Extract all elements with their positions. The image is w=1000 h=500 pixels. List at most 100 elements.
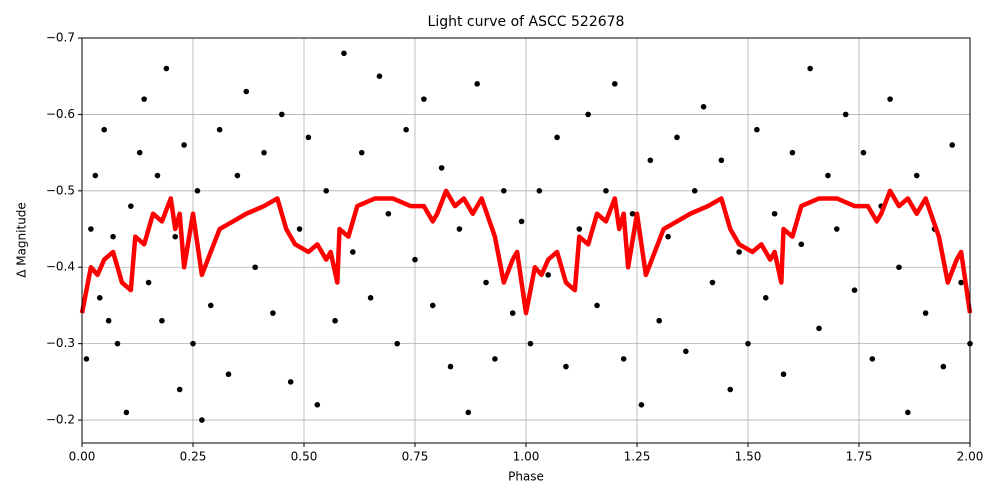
data-point bbox=[83, 356, 90, 362]
data-point bbox=[483, 279, 489, 286]
data-point bbox=[243, 88, 250, 95]
data-point bbox=[190, 340, 196, 347]
data-point bbox=[207, 302, 214, 309]
data-point bbox=[576, 226, 583, 232]
data-point bbox=[509, 310, 516, 316]
data-point bbox=[629, 210, 636, 217]
data-point bbox=[88, 226, 94, 232]
data-point bbox=[860, 149, 867, 156]
data-point bbox=[176, 386, 183, 393]
data-point bbox=[958, 279, 964, 286]
data-point bbox=[683, 348, 689, 355]
data-point bbox=[527, 340, 534, 347]
data-point bbox=[612, 81, 618, 87]
data-point bbox=[181, 142, 187, 148]
data-point bbox=[128, 203, 134, 209]
data-point bbox=[638, 401, 645, 408]
x-axis-label: Phase bbox=[508, 470, 544, 484]
data-point bbox=[647, 157, 654, 164]
data-point bbox=[96, 295, 103, 301]
data-point bbox=[700, 103, 707, 110]
x-tick-label: 1.00 bbox=[513, 450, 540, 464]
data-point bbox=[136, 149, 143, 156]
data-point bbox=[163, 65, 170, 72]
data-point bbox=[834, 226, 840, 232]
data-point bbox=[718, 157, 725, 164]
data-point bbox=[745, 340, 751, 347]
x-tick-label: 1.50 bbox=[735, 450, 762, 464]
trend-line bbox=[79, 188, 973, 316]
data-point bbox=[261, 149, 267, 156]
data-point bbox=[674, 134, 680, 141]
data-point bbox=[438, 165, 445, 171]
data-point bbox=[199, 417, 205, 423]
data-point bbox=[545, 272, 551, 278]
data-point bbox=[665, 233, 671, 240]
data-point bbox=[807, 65, 813, 72]
data-point bbox=[341, 50, 347, 57]
data-point bbox=[323, 188, 330, 194]
data-point bbox=[225, 371, 232, 378]
data-point bbox=[887, 96, 893, 102]
data-point bbox=[234, 172, 241, 179]
data-point bbox=[585, 111, 591, 118]
data-point bbox=[905, 409, 911, 416]
y-axis-label: Δ Magnitude bbox=[15, 202, 29, 278]
data-point bbox=[922, 310, 929, 316]
data-point bbox=[270, 310, 276, 316]
data-point bbox=[603, 188, 609, 194]
data-point bbox=[296, 226, 303, 232]
y-tick-label: −0.4 bbox=[46, 260, 75, 274]
data-point bbox=[279, 111, 285, 118]
y-tick-label: −0.2 bbox=[46, 413, 75, 427]
data-point bbox=[350, 249, 356, 255]
y-tick-label: −0.5 bbox=[46, 183, 75, 197]
data-point bbox=[691, 188, 698, 194]
data-point bbox=[110, 233, 116, 240]
data-point bbox=[949, 142, 956, 148]
data-point bbox=[358, 149, 365, 156]
data-point bbox=[851, 287, 858, 293]
y-tick-label: −0.3 bbox=[46, 336, 75, 350]
data-point bbox=[656, 317, 662, 324]
data-point bbox=[403, 126, 409, 133]
data-point bbox=[429, 302, 436, 309]
x-tick-label: 1.75 bbox=[846, 450, 873, 464]
data-point bbox=[101, 126, 107, 133]
data-point bbox=[92, 172, 99, 179]
data-point bbox=[376, 73, 383, 80]
x-tick-label: 0.25 bbox=[180, 450, 207, 464]
data-point bbox=[501, 188, 507, 194]
data-point bbox=[816, 325, 822, 332]
data-point bbox=[385, 210, 392, 217]
data-point bbox=[447, 363, 454, 370]
x-tick-label: 0.00 bbox=[69, 450, 96, 464]
y-tick-label: −0.7 bbox=[46, 31, 75, 45]
data-point bbox=[159, 317, 165, 324]
data-point bbox=[332, 317, 338, 324]
data-point bbox=[456, 226, 463, 232]
plot-area bbox=[79, 50, 973, 423]
data-point bbox=[825, 172, 831, 179]
data-point bbox=[412, 256, 418, 263]
data-point bbox=[940, 363, 947, 370]
x-tick-label: 1.25 bbox=[624, 450, 651, 464]
data-point bbox=[421, 96, 427, 102]
data-point bbox=[789, 149, 796, 156]
data-point bbox=[762, 295, 769, 301]
data-point bbox=[123, 409, 130, 416]
data-point bbox=[287, 379, 294, 385]
data-point bbox=[154, 172, 161, 179]
data-point bbox=[913, 172, 920, 179]
data-point bbox=[314, 401, 321, 408]
data-point bbox=[771, 210, 778, 217]
data-point bbox=[465, 409, 472, 416]
y-tick-label: −0.6 bbox=[46, 107, 75, 121]
data-point bbox=[367, 295, 374, 301]
data-point bbox=[869, 356, 876, 362]
data-point bbox=[736, 249, 742, 255]
data-point bbox=[896, 264, 902, 271]
data-point bbox=[474, 81, 480, 87]
